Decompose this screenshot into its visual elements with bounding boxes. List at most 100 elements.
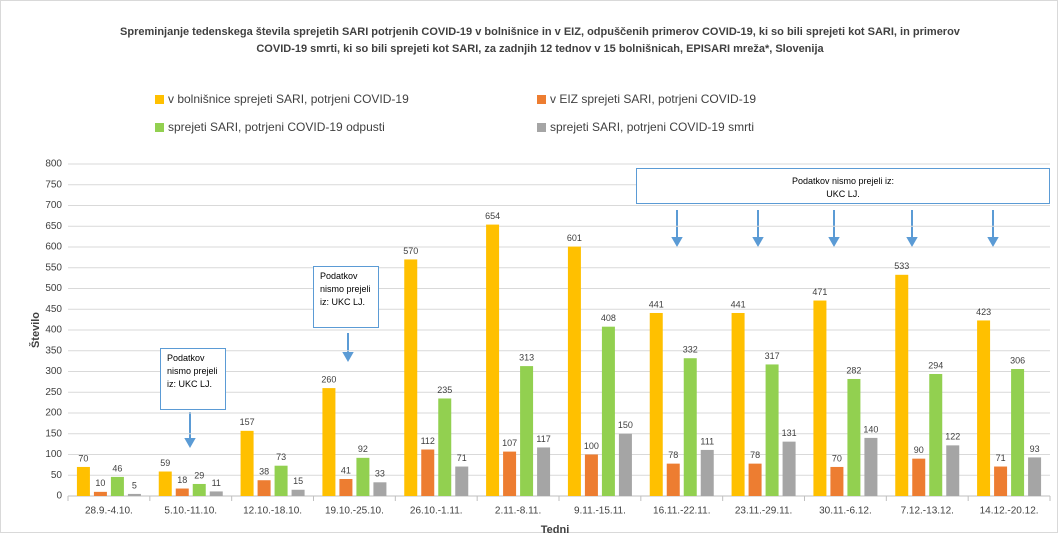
x-tick-label: 30.11.-6.12. xyxy=(819,506,872,517)
data-label: 654 xyxy=(485,211,500,221)
bar xyxy=(274,465,288,496)
bar xyxy=(864,437,878,496)
data-label: 112 xyxy=(421,436,435,446)
bar xyxy=(929,373,943,496)
bar xyxy=(649,312,663,496)
bar xyxy=(1028,457,1042,496)
y-tick-label: 650 xyxy=(45,221,62,232)
y-tick-label: 200 xyxy=(45,408,62,419)
legend-item: v bolnišnice sprejeti SARI, potrjeni COV… xyxy=(155,92,409,106)
data-label: 46 xyxy=(112,463,122,473)
bar xyxy=(455,466,469,496)
bar xyxy=(977,320,991,496)
data-label: 260 xyxy=(321,374,336,384)
bar xyxy=(421,449,435,496)
data-label: 29 xyxy=(194,470,204,480)
data-label: 157 xyxy=(240,417,255,427)
data-label: 59 xyxy=(160,458,170,468)
data-label: 313 xyxy=(519,352,534,362)
data-label: 131 xyxy=(782,428,797,438)
data-label: 570 xyxy=(403,246,418,256)
bar xyxy=(209,491,223,496)
data-label: 10 xyxy=(95,478,105,488)
y-tick-label: 100 xyxy=(45,449,62,460)
bar xyxy=(683,358,697,496)
data-label: 70 xyxy=(78,453,88,463)
bar xyxy=(618,433,632,496)
data-label: 471 xyxy=(812,287,827,297)
legend-label: v bolnišnice sprejeti SARI, potrjeni COV… xyxy=(168,92,409,106)
x-tick-label: 2.11.-8.11. xyxy=(495,506,541,517)
data-label: 150 xyxy=(618,420,633,430)
y-tick-label: 550 xyxy=(45,262,62,273)
y-tick-label: 150 xyxy=(45,428,62,439)
legend-swatch xyxy=(537,94,546,104)
y-axis-label: Število xyxy=(29,312,42,348)
y-tick-label: 500 xyxy=(45,283,62,294)
bar xyxy=(537,447,551,496)
bar xyxy=(520,366,534,496)
data-label: 317 xyxy=(765,351,780,361)
y-tick-label: 600 xyxy=(45,242,62,253)
bar xyxy=(946,445,960,496)
bar xyxy=(731,312,745,496)
bar xyxy=(601,326,615,496)
data-label: 11 xyxy=(212,478,221,488)
bar xyxy=(356,457,370,496)
bar xyxy=(438,398,452,496)
bar xyxy=(1011,369,1025,496)
y-tick-label: 300 xyxy=(45,366,62,377)
annotation: Podatkov nismo prejeli iz: UKC LJ. xyxy=(160,348,226,410)
data-label: 41 xyxy=(341,465,351,475)
data-label: 92 xyxy=(358,444,368,454)
x-tick-label: 26.10.-1.11. xyxy=(410,506,463,517)
legend-swatch xyxy=(155,122,164,132)
bar xyxy=(813,300,827,496)
data-label: 90 xyxy=(914,445,924,455)
y-tick-label: 750 xyxy=(45,179,62,190)
x-tick-label: 7.12.-13.12. xyxy=(901,506,954,517)
bar xyxy=(782,441,796,496)
x-axis-label: Tedni xyxy=(541,524,570,533)
legend-label: v EIZ sprejeti SARI, potrjeni COVID-19 xyxy=(550,92,757,106)
legend-item: v EIZ sprejeti SARI, potrjeni COVID-19 xyxy=(537,92,756,106)
x-tick-label: 19.10.-25.10. xyxy=(325,506,384,517)
data-label: 70 xyxy=(832,453,842,463)
data-label: 294 xyxy=(928,360,943,370)
y-tick-label: 450 xyxy=(45,304,62,315)
bar xyxy=(994,466,1008,496)
data-label: 441 xyxy=(731,299,746,309)
bar xyxy=(847,378,861,496)
y-tick-label: 0 xyxy=(56,491,62,502)
data-label: 18 xyxy=(177,475,187,485)
data-label: 533 xyxy=(894,261,909,271)
data-label: 306 xyxy=(1010,355,1025,365)
bar xyxy=(765,364,779,496)
data-label: 423 xyxy=(976,307,991,317)
arrows xyxy=(184,210,999,449)
legend-label: sprejeti SARI, potrjeni COVID-19 odpusti xyxy=(168,120,385,134)
bar xyxy=(322,388,336,496)
bar xyxy=(830,466,844,496)
bar xyxy=(666,463,680,496)
data-label: 408 xyxy=(601,313,616,323)
data-label: 71 xyxy=(996,453,1006,463)
legend-swatch xyxy=(537,122,546,132)
x-tick-label: 9.11.-15.11. xyxy=(574,506,626,517)
bar xyxy=(291,489,305,496)
data-label: 38 xyxy=(259,467,269,477)
bar xyxy=(748,463,762,496)
y-tick-label: 400 xyxy=(45,325,62,336)
data-label: 601 xyxy=(567,233,582,243)
y-tick-label: 700 xyxy=(45,200,62,211)
x-tick-label: 16.11.-22.11. xyxy=(653,506,710,517)
bar xyxy=(912,458,926,496)
bar xyxy=(339,478,353,496)
bar xyxy=(567,246,581,496)
bar xyxy=(404,259,418,496)
data-label: 111 xyxy=(700,436,714,446)
bar xyxy=(76,466,90,496)
annotation: Podatkov nismo prejeli iz: UKC LJ. xyxy=(636,168,1050,204)
data-label: 117 xyxy=(536,434,550,444)
y-tick-label: 250 xyxy=(45,387,62,398)
